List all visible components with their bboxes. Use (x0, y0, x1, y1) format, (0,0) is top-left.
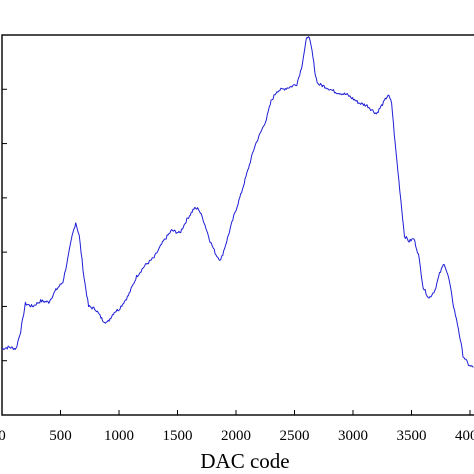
plot-area (1, 34, 474, 416)
y-axis-ticks (2, 88, 7, 362)
x-axis-tick-labels: 0 500 1000 1500 2000 2500 3000 3500 4000 (0, 428, 474, 444)
x-tick-label: 3000 (338, 428, 368, 444)
x-tick-label: 1000 (104, 428, 134, 444)
x-tick-label: 1500 (163, 428, 193, 444)
x-tick-label: 4000 (455, 428, 474, 444)
x-tick-label: 2000 (221, 428, 251, 444)
series-line (1, 36, 474, 368)
x-tick-label: 3500 (397, 428, 427, 444)
x-axis-ticks (1, 410, 471, 415)
x-tick-label: 0 (0, 428, 6, 444)
x-axis-title: DAC code (200, 449, 289, 473)
x-tick-label: 500 (49, 428, 72, 444)
series-group (1, 36, 474, 368)
x-tick-label: 2500 (280, 428, 310, 444)
plot-frame (1, 34, 474, 416)
